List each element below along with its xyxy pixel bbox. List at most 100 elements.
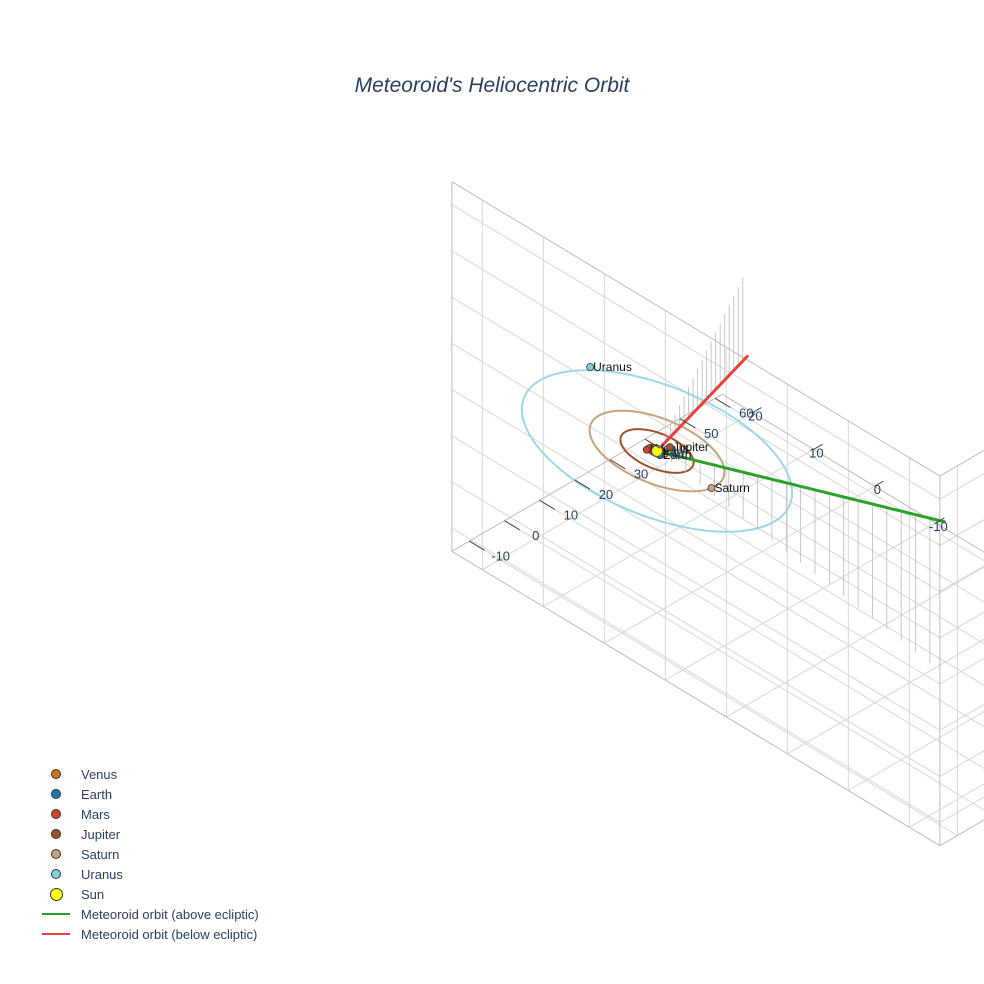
legend-label: Sun	[81, 886, 105, 902]
y-tick	[504, 520, 521, 531]
legend-symbol	[38, 844, 74, 864]
x-tick-label: 0	[874, 482, 881, 497]
legend-item[interactable]: Earth	[38, 784, 259, 804]
sun-marker	[651, 445, 663, 457]
y-tick-label: 20	[599, 487, 613, 502]
planet-saturn	[707, 484, 716, 492]
planet-label-jupiter: Jupiter	[673, 440, 709, 454]
planet-mars	[642, 445, 651, 454]
x-tick	[813, 443, 823, 450]
gridline	[451, 296, 941, 593]
box-edge	[451, 393, 723, 552]
legend-label: Jupiter	[81, 826, 121, 842]
legend-item[interactable]: Saturn	[38, 844, 259, 864]
planet-label-earth: Earth	[663, 448, 692, 462]
gridline	[482, 412, 753, 571]
planet-jupiter	[665, 443, 674, 452]
y-tick-label: 30	[634, 467, 648, 482]
legend-label: Uranus	[81, 866, 123, 882]
legend-symbol	[38, 824, 74, 844]
box-edge	[721, 393, 984, 553]
legend-item[interactable]: Meteoroid orbit (below ecliptic)	[38, 924, 259, 944]
gridline	[539, 499, 984, 769]
planet-uranus	[586, 363, 595, 371]
legend-item[interactable]: Mars	[38, 804, 259, 824]
legend-label: Meteoroid orbit (below ecliptic)	[81, 926, 258, 942]
legend-item[interactable]: Jupiter	[38, 824, 259, 844]
y-tick-label: -10	[491, 548, 510, 563]
y-tick	[609, 459, 626, 470]
legend-item[interactable]: Uranus	[38, 864, 259, 884]
orbit-saturn	[588, 409, 726, 493]
y-tick	[574, 479, 591, 490]
legend-symbol	[38, 904, 74, 924]
gridline	[679, 418, 984, 603]
gridline	[469, 540, 958, 836]
legend-label: Earth	[81, 786, 113, 802]
x-tick	[874, 480, 884, 487]
legend-label: Venus	[81, 766, 118, 782]
meteoroid-path-below	[655, 354, 749, 453]
meteoroid-path-above	[655, 449, 946, 524]
x-tick	[935, 517, 945, 524]
gridline	[714, 397, 984, 562]
legend-label: Mars	[81, 806, 110, 822]
gridline	[939, 565, 984, 593]
legend-symbol	[38, 924, 74, 944]
gridline	[939, 611, 984, 639]
gridline	[451, 389, 941, 685]
gridline	[939, 796, 984, 824]
legend-item[interactable]: Sun	[38, 884, 259, 904]
y-tick-label: 60	[739, 406, 753, 421]
meteoroid-paths	[655, 354, 946, 524]
legend-symbol	[38, 804, 74, 824]
gridline	[504, 520, 984, 811]
gridline	[726, 566, 984, 718]
x-tick	[752, 407, 762, 414]
y-tick	[714, 397, 731, 408]
y-tick-label: 50	[704, 426, 718, 441]
legend-symbol	[38, 764, 74, 784]
gridline	[848, 711, 984, 791]
box-edge	[939, 449, 984, 477]
box-edge	[451, 181, 941, 477]
y-tick-label: 10	[564, 508, 578, 523]
gridline	[451, 204, 941, 500]
legend-label: Meteoroid orbit (above ecliptic)	[81, 906, 259, 922]
legend[interactable]: Venus Earth Mars Jupiter Saturn Uranus Sun Mete…	[38, 764, 259, 944]
gridline	[609, 459, 984, 686]
gridline	[939, 657, 984, 685]
x-tick-label: 20	[748, 409, 762, 424]
gridline	[909, 783, 984, 828]
axis-ticks: -50-40-30-20-1001020-1001020304050604030…	[469, 397, 948, 563]
grid-layer	[451, 181, 984, 847]
y-tick-label: 40	[669, 446, 683, 461]
chart-title: Meteoroid's Heliocentric Orbit	[354, 74, 630, 97]
y-tick	[644, 438, 661, 449]
gridline	[451, 527, 941, 824]
legend-symbol	[38, 784, 74, 804]
legend-label: Saturn	[81, 846, 120, 862]
legend-item[interactable]: Meteoroid orbit (above ecliptic)	[38, 904, 259, 924]
gridline	[787, 638, 984, 755]
box-edge	[451, 550, 941, 847]
planet-label-uranus: Uranus	[593, 360, 632, 374]
gridline	[665, 522, 936, 681]
x-tick-label: -10	[929, 519, 948, 534]
gridline	[939, 472, 984, 500]
planet-label-saturn: Saturn	[714, 481, 749, 495]
y-tick	[679, 418, 696, 429]
legend-item[interactable]: Venus	[38, 764, 259, 784]
x-tick-label: 10	[809, 445, 823, 460]
gridline	[451, 250, 941, 546]
gridline	[644, 438, 984, 645]
gridline	[543, 448, 814, 607]
orbit-uranus	[520, 369, 794, 533]
y-tick	[539, 499, 556, 510]
gridline	[451, 435, 941, 731]
y-tick-label: 0	[532, 528, 539, 543]
y-tick	[469, 540, 485, 551]
box-edge	[939, 819, 984, 847]
legend-symbol	[38, 884, 74, 904]
